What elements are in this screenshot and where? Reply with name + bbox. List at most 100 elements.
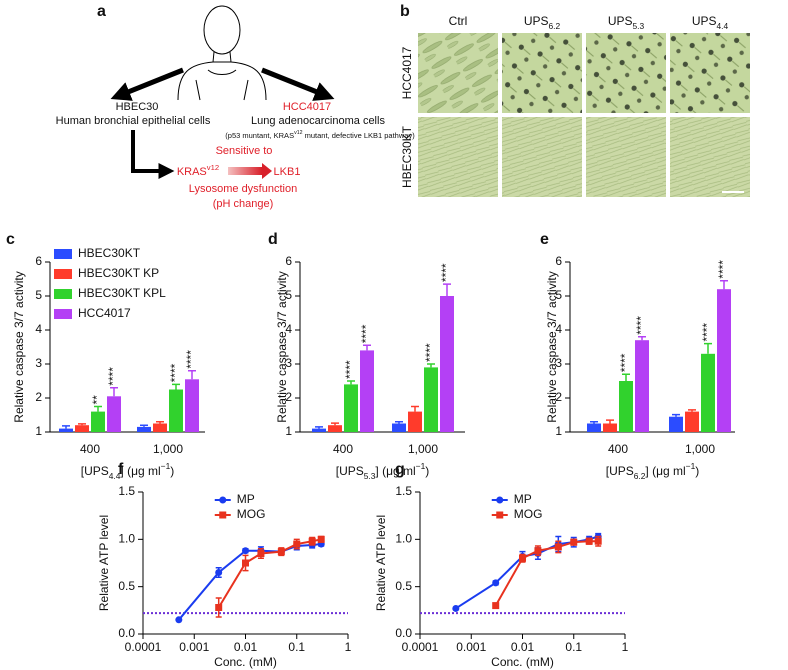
panel-label: g (395, 461, 405, 478)
y-tick-label: 3 (555, 356, 562, 370)
bar (344, 384, 358, 432)
bar (59, 428, 73, 432)
marker (308, 537, 316, 545)
y-tick-label: 6 (555, 254, 562, 268)
x-tick-label: 1,000 (685, 442, 715, 456)
text-part: ] (μg ml (375, 464, 415, 478)
error-bar (331, 422, 339, 426)
error-bar (94, 405, 102, 412)
x-tick-label: 0.01 (234, 640, 258, 654)
superscript: −1 (416, 461, 426, 471)
significance: **** (634, 316, 648, 335)
text-part: KRAS (177, 166, 207, 178)
cell-note: (p53 muntant, KRASv12 mutant, defective … (225, 130, 415, 140)
line (455, 535, 599, 610)
error-bar (78, 423, 86, 426)
cell-desc: Lung adenocarcinoma cells (251, 115, 385, 127)
subscript: 4.4 (717, 21, 729, 31)
marker (554, 543, 562, 551)
column-label: UPS6.2 (524, 14, 561, 31)
text-part: ) (170, 464, 174, 478)
significance: **** (184, 350, 198, 369)
error-bar (411, 405, 419, 412)
error-bar (427, 363, 435, 368)
bar (685, 411, 699, 432)
marker (242, 559, 249, 567)
bar (107, 396, 121, 432)
micrograph (502, 117, 582, 197)
y-tick-label: 3 (35, 356, 42, 370)
y-tick-label: 4 (285, 322, 292, 336)
text-part: [UPS (606, 464, 634, 478)
column-label: UPS5.3 (608, 14, 645, 31)
subscript: 4.4 (109, 471, 121, 481)
legend-label: MOG (237, 507, 266, 521)
error-bar (395, 421, 403, 424)
bar (360, 350, 374, 432)
y-tick-label: 2 (35, 390, 42, 404)
bar (392, 423, 406, 432)
error-bar (688, 409, 696, 412)
y-tick-label: 6 (35, 254, 42, 268)
micrograph (670, 117, 750, 197)
y-axis-label: Relative caspase 3/7 activity (275, 271, 289, 422)
text-part: [UPS (336, 464, 364, 478)
text-part: [UPS (81, 464, 109, 478)
subscript: 5.3 (633, 21, 645, 31)
significance: **** (359, 324, 373, 343)
error-bar (110, 387, 118, 397)
text-part: UPS (524, 14, 549, 28)
error-bar (315, 426, 323, 429)
text-part: ) (425, 464, 429, 478)
x-tick-label: 1,000 (408, 442, 438, 456)
marker (452, 604, 460, 612)
marker (293, 540, 301, 548)
error-bar (140, 424, 148, 427)
y-tick-label: 6 (285, 254, 292, 268)
y-tick-label: 2 (555, 390, 562, 404)
arrow-head (262, 163, 272, 179)
bar (153, 423, 167, 432)
line (494, 540, 599, 607)
significance: ** (90, 395, 104, 405)
panel-label: c (6, 231, 15, 248)
x-tick-label: 1,000 (153, 442, 183, 456)
significance: **** (716, 260, 730, 279)
panel-label: b (400, 3, 410, 20)
panel-label: a (97, 3, 106, 20)
micrograph (418, 33, 498, 113)
marker (519, 554, 526, 562)
significance: **** (423, 343, 437, 362)
bar (635, 340, 649, 432)
bar (91, 411, 105, 432)
gradient-arrow (228, 167, 262, 175)
bar (312, 428, 326, 432)
y-tick-label: 1.0 (118, 532, 135, 546)
marker (492, 602, 500, 610)
y-axis-label: Relative caspase 3/7 activity (545, 271, 559, 422)
error-bar (363, 344, 371, 351)
y-tick-label: 2 (285, 390, 292, 404)
bar (587, 423, 601, 432)
x-tick-label: 0.0001 (125, 640, 162, 654)
gene: LKB1 (274, 166, 301, 178)
x-tick-label: 1 (345, 640, 352, 654)
legend-label: MOG (514, 507, 543, 521)
y-tick-label: 0.0 (118, 626, 135, 640)
y-tick-label: 4 (555, 322, 562, 336)
marker (570, 538, 578, 546)
significance: **** (106, 367, 120, 386)
cell-desc: Human bronchial epithelial cells (56, 115, 211, 127)
micrograph (586, 33, 666, 113)
bar (169, 389, 183, 432)
marker (242, 547, 249, 555)
significance: **** (439, 263, 453, 282)
x-axis-label: Conc. (mM) (491, 655, 554, 669)
cell-name: HCC4017 (283, 101, 331, 113)
error-bar (606, 419, 614, 424)
bar (619, 381, 633, 432)
bar (717, 289, 731, 432)
error-bar (720, 279, 728, 290)
